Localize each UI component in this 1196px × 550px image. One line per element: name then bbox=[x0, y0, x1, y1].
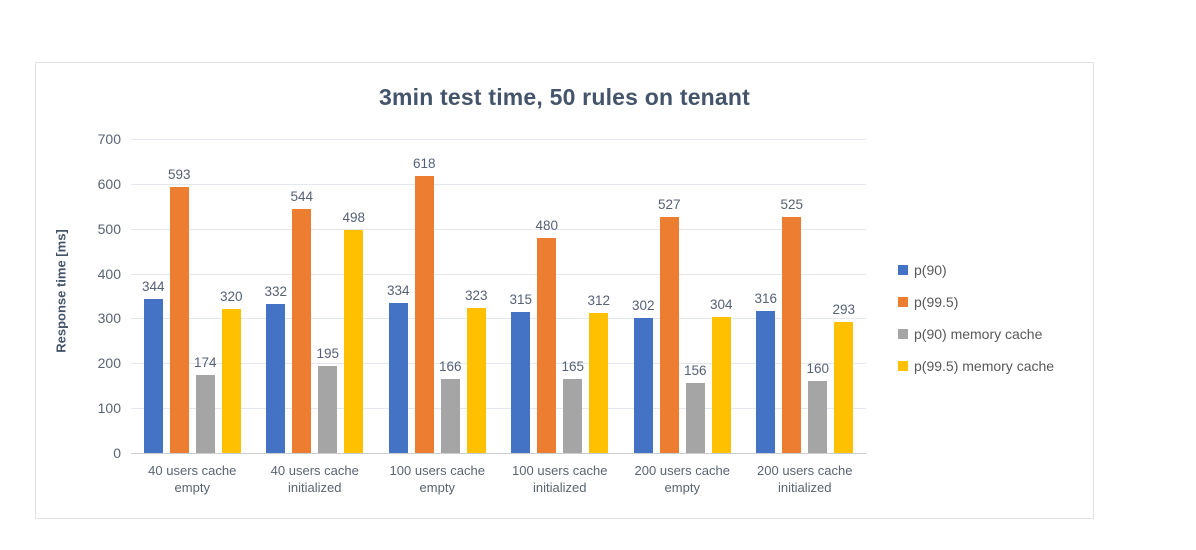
data-label: 334 bbox=[386, 283, 410, 298]
bar bbox=[466, 308, 486, 453]
data-label: 344 bbox=[141, 279, 165, 294]
x-tick-label: 200 users cache empty bbox=[634, 463, 730, 495]
legend-color-swatch bbox=[898, 329, 908, 339]
bar bbox=[266, 304, 286, 453]
gridline bbox=[131, 318, 866, 320]
y-tick-label: 200 bbox=[97, 355, 121, 372]
x-tick-label: 100 users cache initialized bbox=[512, 463, 608, 495]
bar bbox=[711, 317, 731, 453]
y-tick-label: 100 bbox=[97, 400, 121, 417]
data-label: 302 bbox=[631, 298, 655, 313]
y-tick-label: 0 bbox=[113, 445, 121, 461]
legend-label: p(90) memory cache bbox=[914, 326, 1043, 342]
data-label: 156 bbox=[683, 363, 707, 378]
data-label: 195 bbox=[316, 346, 340, 361]
x-tick-label: 40 users cache initialized bbox=[270, 463, 359, 495]
legend-label: p(99.5) memory cache bbox=[914, 358, 1055, 374]
data-label: 312 bbox=[587, 293, 611, 308]
gridline bbox=[131, 228, 866, 230]
bar bbox=[756, 311, 776, 453]
y-tick-label: 300 bbox=[97, 310, 121, 327]
data-label: 174 bbox=[193, 355, 217, 370]
bar bbox=[318, 366, 338, 453]
data-label: 165 bbox=[561, 359, 585, 374]
x-tick-label: 100 users cache empty bbox=[389, 463, 485, 495]
data-label: 544 bbox=[290, 189, 314, 204]
plot-area: 0 100 200 300 400 500 600 700 344 593 174 320 40 use… bbox=[98, 131, 866, 495]
chart-title: 3min test time, 50 rules on tenant bbox=[378, 84, 751, 110]
bar bbox=[834, 322, 854, 453]
data-label: 593 bbox=[167, 167, 191, 182]
legend-item: p(90) memory cache bbox=[898, 326, 1054, 342]
gridline bbox=[131, 363, 866, 365]
data-label: 323 bbox=[464, 288, 488, 303]
legend-item: p(99.5) memory cache bbox=[898, 358, 1054, 374]
legend-item: p(99.5) bbox=[898, 294, 1054, 310]
gridline bbox=[131, 273, 866, 275]
bar bbox=[169, 187, 189, 453]
legend-color-swatch bbox=[898, 361, 908, 371]
data-label: 480 bbox=[535, 218, 559, 233]
bar bbox=[511, 312, 531, 453]
data-label: 332 bbox=[264, 284, 288, 299]
bar bbox=[344, 230, 364, 453]
x-axis-line bbox=[131, 453, 866, 454]
bar bbox=[808, 381, 828, 453]
data-label: 320 bbox=[219, 289, 243, 304]
bar bbox=[633, 318, 653, 453]
y-tick-label: 400 bbox=[97, 265, 121, 282]
legend-item: p(90) bbox=[898, 262, 1054, 278]
data-label: 166 bbox=[438, 359, 462, 374]
data-label: 315 bbox=[509, 292, 533, 307]
bar bbox=[659, 217, 679, 453]
y-tick-label: 700 bbox=[97, 131, 121, 147]
data-label: 618 bbox=[412, 156, 436, 171]
y-axis-title: Response time [ms] bbox=[53, 229, 69, 353]
data-label: 293 bbox=[832, 302, 856, 317]
data-label: 527 bbox=[657, 197, 681, 212]
x-tick-label: 40 users cache empty bbox=[148, 463, 237, 495]
legend-label: p(99.5) bbox=[914, 294, 959, 310]
gridline bbox=[131, 183, 866, 185]
data-label: 498 bbox=[342, 210, 366, 225]
data-label: 160 bbox=[806, 361, 830, 376]
bar bbox=[143, 299, 163, 453]
bar bbox=[221, 309, 241, 453]
data-label: 525 bbox=[780, 197, 804, 212]
legend-label: p(90) bbox=[914, 262, 947, 278]
bar bbox=[292, 209, 312, 453]
gridline bbox=[131, 139, 866, 140]
bar bbox=[589, 313, 609, 453]
bar bbox=[440, 379, 460, 453]
bar bbox=[537, 238, 557, 453]
chart-frame: 3min test time, 50 rules on tenant Respo… bbox=[35, 62, 1094, 519]
bar bbox=[563, 379, 583, 453]
y-tick-label: 500 bbox=[97, 220, 121, 237]
bar bbox=[685, 383, 705, 453]
legend-color-swatch bbox=[898, 297, 908, 307]
legend: p(90) p(99.5) p(90) memory cache p(99.5) me… bbox=[898, 262, 1054, 374]
bar bbox=[388, 303, 408, 453]
x-tick-label: 200 users cache initialized bbox=[757, 463, 853, 495]
bar bbox=[782, 217, 802, 453]
legend-color-swatch bbox=[898, 265, 908, 275]
bar bbox=[414, 176, 434, 453]
bar bbox=[195, 375, 215, 453]
y-tick-label: 600 bbox=[97, 175, 121, 192]
data-label: 316 bbox=[754, 291, 778, 306]
gridline bbox=[131, 408, 866, 410]
data-label: 304 bbox=[709, 297, 733, 312]
